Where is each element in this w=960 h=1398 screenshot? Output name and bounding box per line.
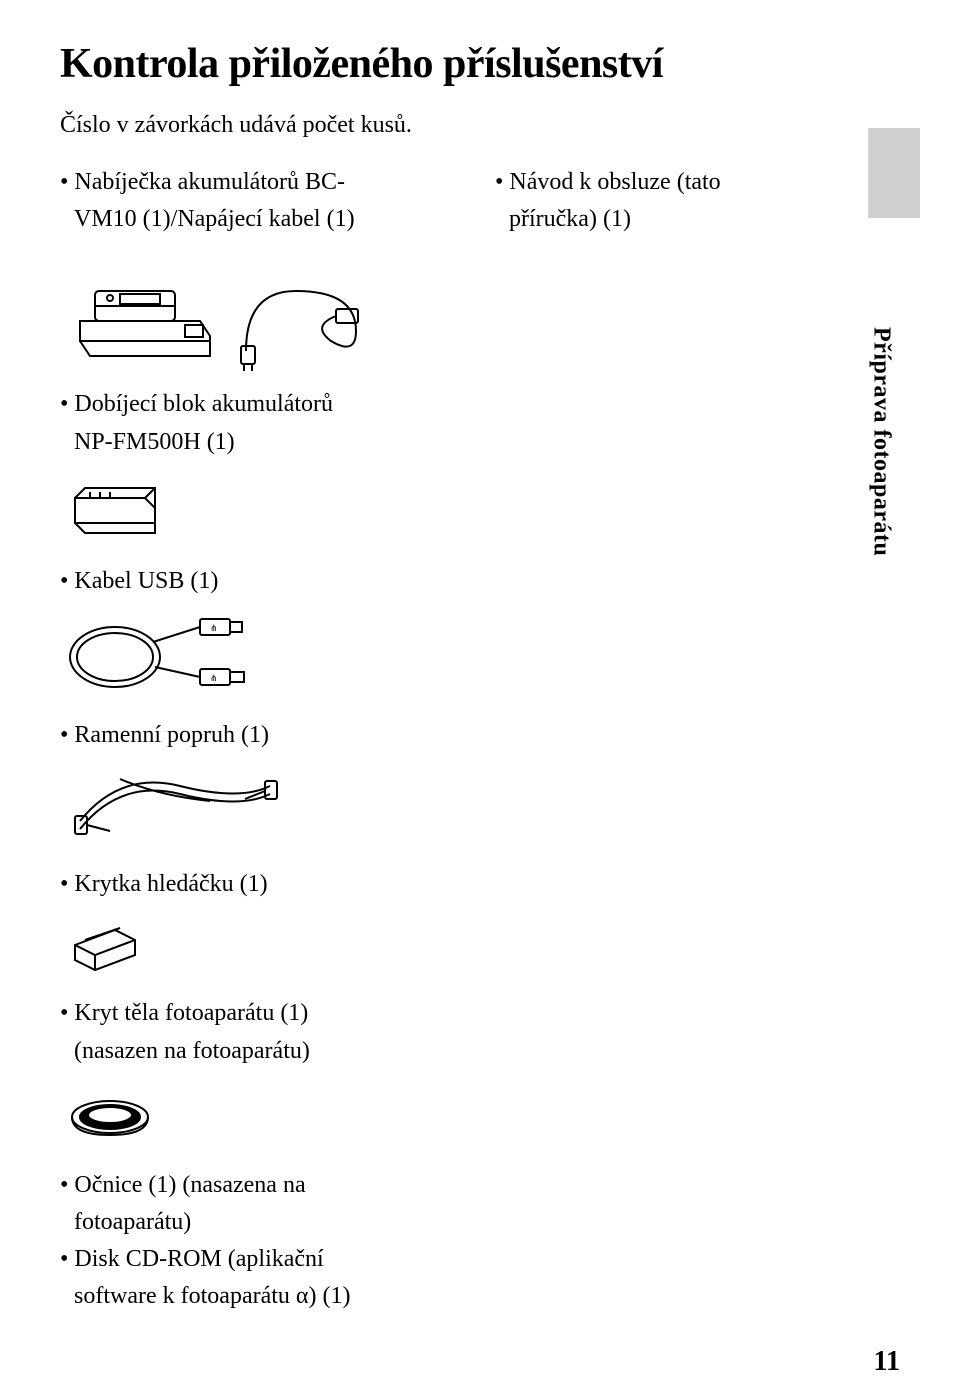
charger-line2: VM10 (1)/Napájecí kabel (1) — [60, 204, 465, 235]
battery-illustration — [60, 468, 522, 548]
svg-text:⋔: ⋔ — [210, 673, 218, 683]
svg-text:⋔: ⋔ — [210, 623, 218, 633]
page-title: Kontrola přiloženého příslušenství — [60, 40, 900, 88]
charger-illustration-row — [60, 261, 522, 371]
power-cable-icon — [236, 261, 386, 371]
bodycap-line2: (nasazen na fotoaparátu) — [60, 1036, 522, 1067]
usb-cable-icon: ⋔ ⋔ — [60, 607, 260, 702]
usb-illustration: ⋔ ⋔ — [60, 607, 522, 702]
eyecup-line2: fotoaparátu) — [60, 1207, 522, 1238]
cdrom-line2: software k fotoaparátu α) (1) — [60, 1281, 522, 1312]
bodycap-line1: • Kryt těla fotoaparátu (1) — [60, 998, 522, 1029]
body-cap-icon — [60, 1077, 160, 1152]
battery-line1: • Dobíjecí blok akumulátorů — [60, 389, 522, 420]
col-right: • Návod k obsluze (tato příručka) (1) — [495, 167, 900, 241]
shoulder-strap-icon — [60, 761, 290, 851]
usb-label: • Kabel USB (1) — [60, 566, 522, 597]
charger-icon — [60, 261, 220, 371]
eyecup-line1: • Očnice (1) (nasazena na — [60, 1170, 522, 1201]
battery-icon — [60, 468, 170, 548]
eyecap-illustration — [60, 910, 522, 980]
top-columns: • Nabíječka akumulátorů BC- VM10 (1)/Nap… — [60, 167, 900, 241]
left-content: • Dobíjecí blok akumulátorů NP-FM500H (1… — [60, 261, 522, 1312]
sidebar-label: Příprava fotoaparátu — [868, 327, 895, 556]
col-left: • Nabíječka akumulátorů BC- VM10 (1)/Nap… — [60, 167, 465, 241]
page-subtitle: Číslo v závorkách udává počet kusů. — [60, 112, 900, 139]
strap-illustration — [60, 761, 522, 851]
page-number: 11 — [874, 1346, 900, 1378]
battery-line2: NP-FM500H (1) — [60, 427, 522, 458]
cdrom-line1: • Disk CD-ROM (aplikační — [60, 1244, 522, 1275]
sidebar-tab: Příprava fotoaparátu — [868, 282, 894, 602]
gray-thumb-box — [868, 128, 920, 218]
bodycap-illustration — [60, 1077, 522, 1152]
manual-line1: • Návod k obsluze (tato — [495, 167, 900, 198]
manual-line2: příručka) (1) — [495, 204, 900, 235]
charger-line1: • Nabíječka akumulátorů BC- — [60, 167, 465, 198]
eyecap-label: • Krytka hledáčku (1) — [60, 869, 522, 900]
viewfinder-cap-icon — [60, 910, 150, 980]
strap-label: • Ramenní popruh (1) — [60, 720, 522, 751]
